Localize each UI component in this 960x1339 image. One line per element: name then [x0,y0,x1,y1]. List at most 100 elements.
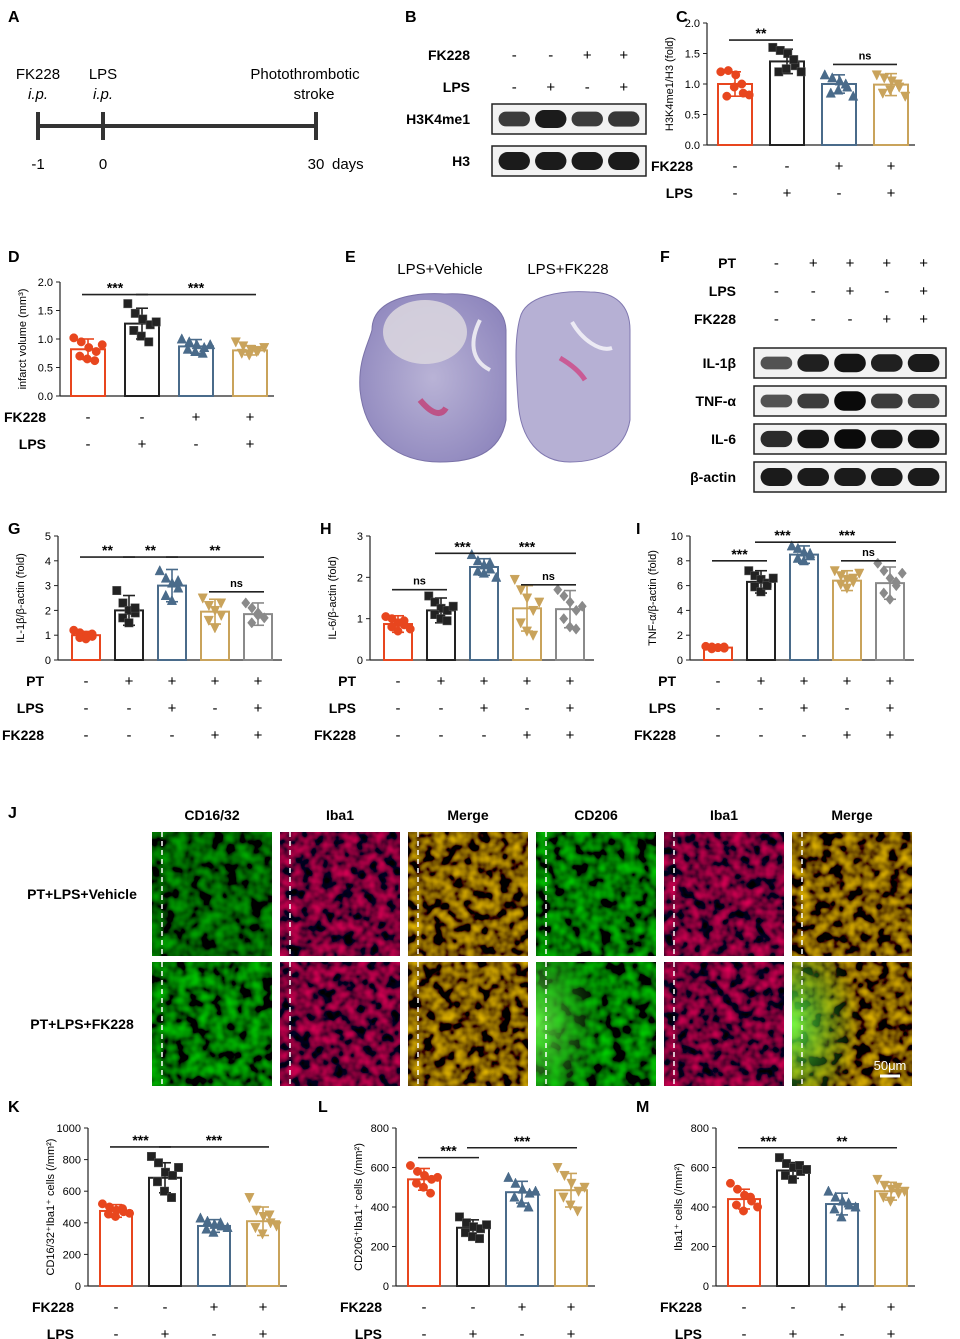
condition-sign: + [246,436,255,453]
channel-label: CD206 [574,807,618,823]
chart-l-cd206-iba1: 0 200 400 600 800 CD206⁺Iba1⁺ cells (/mm²) ***… [340,1123,595,1339]
bar [874,1190,908,1287]
data-point [424,591,434,601]
data-point [251,1205,262,1216]
data-point [552,1163,563,1174]
condition-sign: - [471,1299,476,1316]
significance-label: ** [102,542,113,558]
brain-section-fk228 [515,291,631,463]
data-point [733,1184,742,1194]
condition-sign: + [168,673,177,690]
condition-sign: + [211,673,220,690]
data-point [565,596,575,608]
significance-label: ** [756,25,767,41]
data-point [430,597,440,607]
y-tick-label: 2.0 [38,277,53,289]
y-tick-label: 400 [691,1202,709,1214]
blot-sign: - [811,283,816,300]
blot-sign: + [846,255,855,272]
data-point [238,341,249,352]
blot-band [535,152,567,170]
significance-label: ** [145,542,156,558]
data-point [130,603,140,613]
data-point [484,557,496,568]
condition-sign: + [887,1299,896,1316]
blot-row-label: FK228 [428,47,470,63]
blot-band [907,429,940,449]
condition-sign: + [523,727,532,744]
panel-j-immunofluorescence: CD16/32 Iba1 Merge CD206 Iba1 Merge PT+LPS+Veh… [27,807,912,1086]
channel-label: CD16/32 [184,807,239,823]
data-point [768,42,778,52]
y-tick-label: 5 [45,531,51,543]
data-point [892,1182,903,1194]
blot-row-label: LPS [709,283,736,299]
y-axis-label: IL-6/β-actin (fold) [327,556,339,639]
data-point [258,1212,269,1223]
condition-sign: - [482,727,487,744]
data-point [566,1178,577,1190]
y-tick-label: 400 [371,1202,389,1214]
data-point [442,616,452,626]
data-point [879,73,890,84]
y-tick-label: 4 [45,556,51,568]
significance-label: *** [760,1133,777,1149]
data-point [792,552,803,563]
blot-band [834,353,866,373]
data-point [847,573,859,584]
chart-d-infarct-volume: 0.0 0.5 1.0 1.5 2.0 infarct volume (mm³) *** **… [4,277,274,453]
chart-g-il1b: 0 1 2 3 4 5 IL-1β/β-actin (fold) ** ** ** ns PT - + + +… [2,531,282,744]
data-point [173,582,184,593]
condition-sign: - [86,436,91,453]
data-point [796,67,806,77]
condition-label: FK228 [314,727,356,743]
data-point [172,574,184,586]
blot-row-label: PT [718,255,736,271]
panel-label-f: F [660,249,670,266]
blot-row-label: LPS [443,79,470,95]
significance-label: *** [454,538,471,554]
micrograph-glow [792,962,876,1086]
data-point [885,1196,896,1207]
condition-sign: + [480,700,489,717]
condition-sign: + [835,158,844,175]
data-point [503,1171,514,1182]
blot-band [498,152,530,170]
blot-band [907,468,940,486]
data-point [559,1170,570,1182]
condition-sign: + [800,700,809,717]
data-point [154,1158,163,1168]
data-point [478,567,490,578]
y-tick-label: 600 [371,1163,389,1175]
data-point [247,602,257,614]
condition-sign: - [733,185,738,202]
blot-band [870,393,903,409]
event-stroke-sub: stroke [294,86,335,103]
data-point [731,70,741,80]
data-point [112,586,122,596]
condition-sign: - [439,727,444,744]
panel-label-j: J [8,805,17,822]
data-point [491,571,502,582]
data-point [205,338,216,350]
chart-c-h3k4me1: 0.0 0.5 1.0 1.5 2.0 H3K4me1/H3 (fold) ** ns FK22… [651,18,915,202]
data-point [152,1177,162,1187]
data-point [841,583,853,594]
condition-sign: + [211,727,220,744]
condition-label: PT [658,673,676,689]
micrograph-glow [536,962,620,1086]
data-point [823,1185,834,1196]
micrograph-signal [664,962,784,1086]
data-point [579,1182,590,1194]
data-point [885,593,895,605]
condition-sign: - [742,1326,747,1339]
data-point [836,1211,847,1222]
significance-label: ** [210,542,221,558]
event-stroke-label: Photothrombotic [250,66,360,83]
data-point [75,351,85,361]
condition-sign: - [716,673,721,690]
condition-label: LPS [19,436,46,452]
data-point [241,597,251,609]
condition-label: FK228 [4,409,46,425]
